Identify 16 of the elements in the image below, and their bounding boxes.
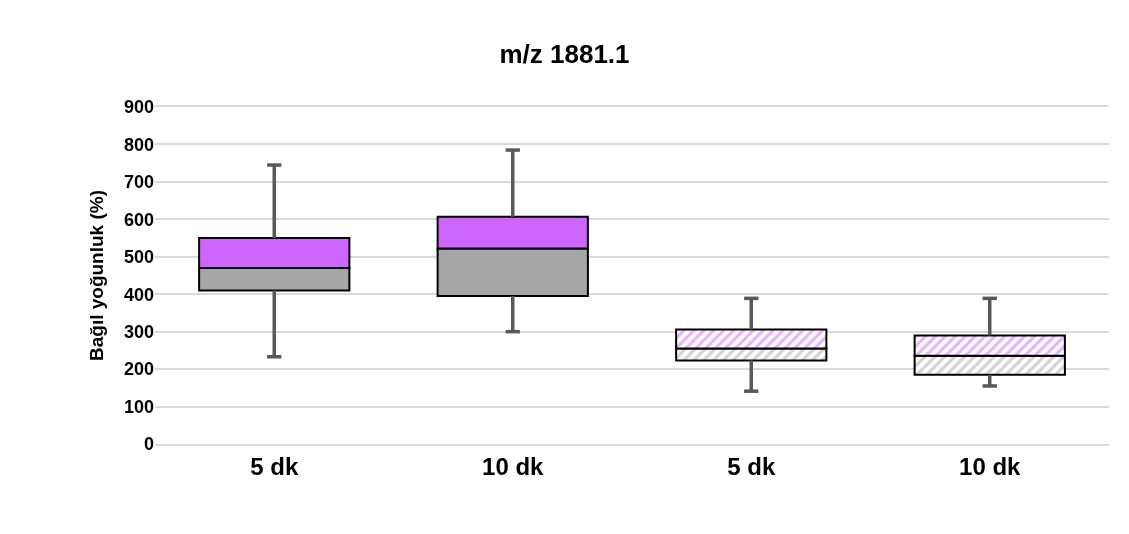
chart-title: m/z 1881.1 <box>499 38 630 69</box>
y-tick-label: 500 <box>123 247 154 268</box>
x-tick-label: 5 dk <box>727 452 776 480</box>
x-tick-label: 10 dk <box>482 452 545 480</box>
y-tick-label: 800 <box>123 134 154 155</box>
x-tick-label: 10 dk <box>959 452 1022 480</box>
y-tick-label: 300 <box>123 321 154 342</box>
y-tick-label: 700 <box>123 172 154 193</box>
y-tick-label: 200 <box>123 359 154 380</box>
y-tick-label: 0 <box>143 434 154 455</box>
y-tick-label: 900 <box>123 97 154 118</box>
x-tick-label: 5 dk <box>250 452 299 480</box>
y-tick-label: 100 <box>123 396 154 417</box>
y-tick-label: 400 <box>123 284 154 305</box>
y-axis-title: Bağıl yoğunluk (%) <box>85 190 107 361</box>
y-tick-label: 600 <box>123 209 154 230</box>
